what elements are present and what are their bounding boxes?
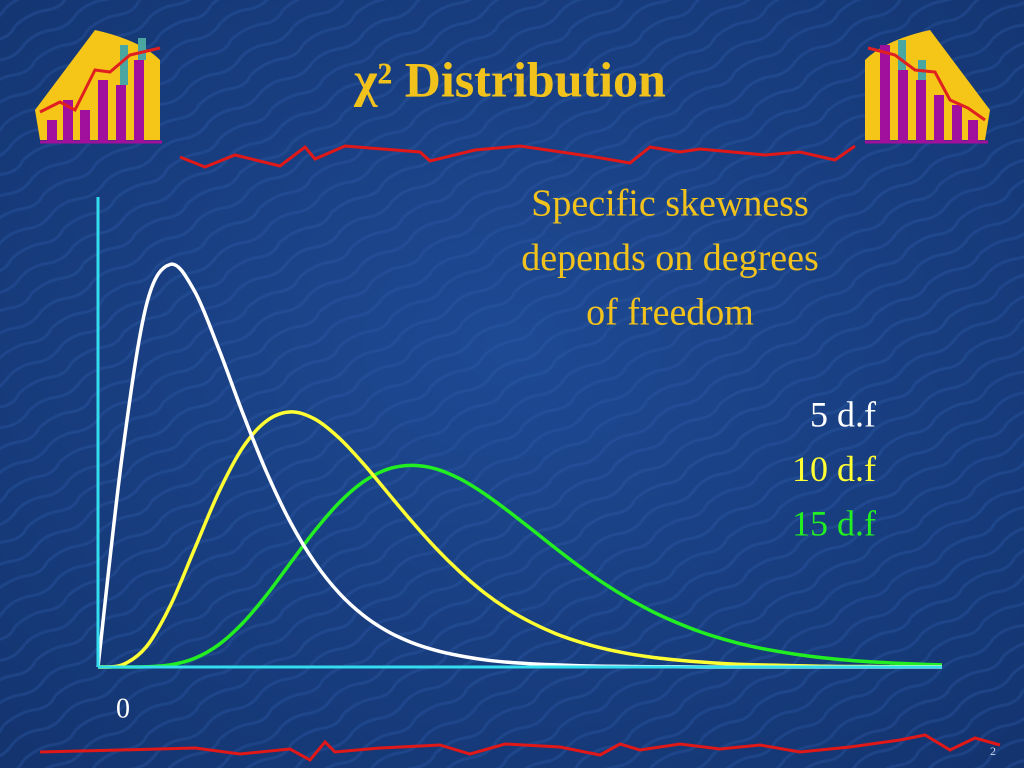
legend-entry: 10 d.f [792,449,876,489]
decor-zigzag-top [179,144,856,169]
annotation-line: of freedom [586,292,754,334]
chart-title: χ² Distribution [353,51,666,107]
icon-left [35,30,162,144]
annotation-line: Specific skewness [531,183,809,225]
annotation: Specific skewness depends on degrees of fr… [521,183,819,334]
legend: 5 d.f 10 d.f 15 d.f [792,394,876,543]
decor-zigzag-bottom [39,733,1001,762]
plot: 0 [96,197,943,724]
legend-entry: 5 d.f [810,394,876,434]
annotation-line: depends on degrees [521,237,819,279]
x-tick-label: 0 [116,693,130,724]
legend-entry: 15 d.f [792,503,876,543]
page-number: 2 [990,744,996,758]
curve [97,463,943,669]
icon-right [865,30,990,144]
